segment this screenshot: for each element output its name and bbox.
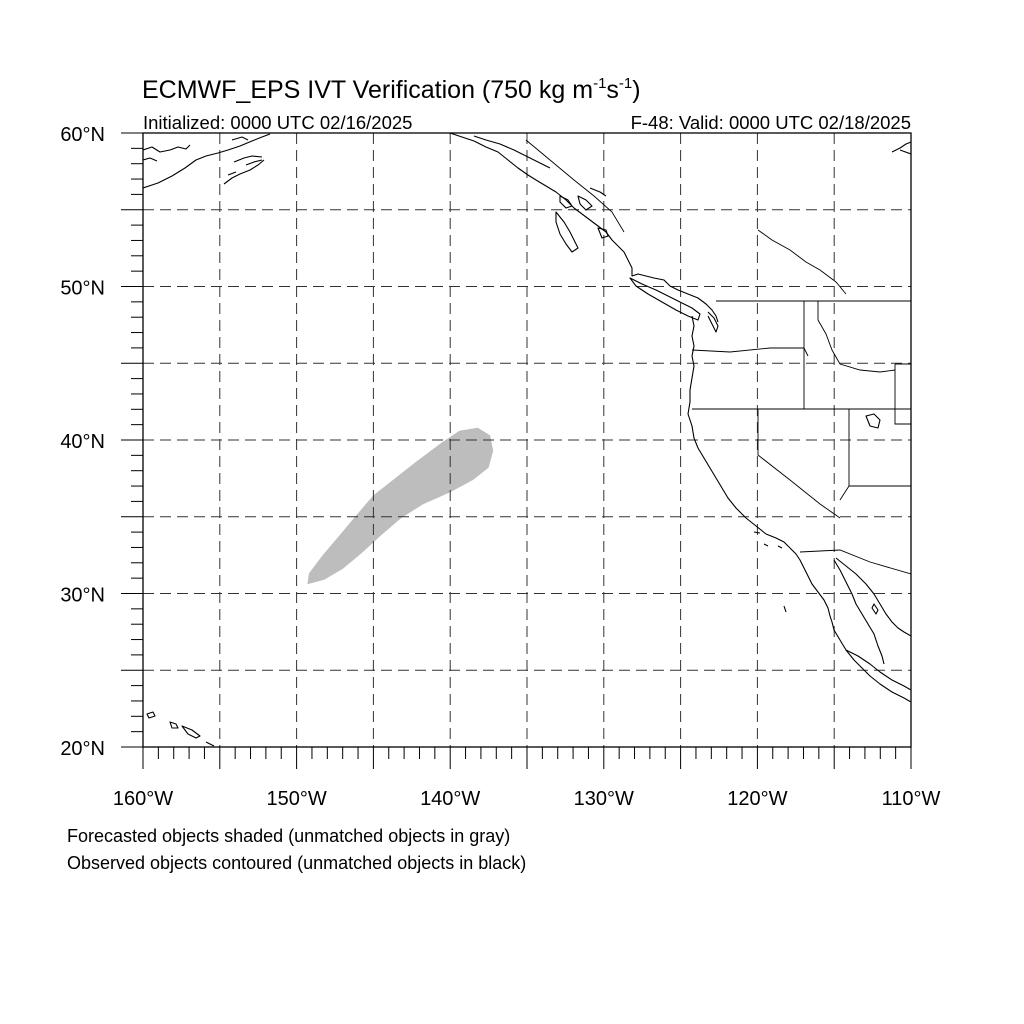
lon-label: 160°W (113, 788, 173, 810)
coastlines (143, 133, 911, 747)
chart-title: ECMWF_EPS IVT Verification (750 kg m-1s-… (142, 75, 641, 104)
longitude-axis-labels: 160°W 150°W 140°W 130°W 120°W 110°W (113, 788, 941, 810)
valid-time-label: F-48: Valid: 0000 UTC 02/18/2025 (631, 112, 911, 133)
political-borders (525, 139, 911, 575)
lon-label: 120°W (727, 788, 787, 810)
lon-label: 150°W (266, 788, 326, 810)
init-time-label: Initialized: 0000 UTC 02/16/2025 (143, 112, 412, 133)
lat-label: 30°N (60, 585, 105, 607)
axis-ticks (121, 132, 912, 769)
lat-label: 50°N (60, 278, 105, 300)
caption-observed: Observed objects contoured (unmatched ob… (67, 853, 526, 873)
forecast-ivt-object (307, 427, 494, 585)
lat-label: 40°N (60, 431, 105, 453)
graticule (143, 133, 911, 747)
lon-label: 140°W (420, 788, 480, 810)
lon-label: 130°W (574, 788, 634, 810)
caption-forecast: Forecasted objects shaded (unmatched obj… (67, 826, 510, 846)
lat-label: 60°N (60, 124, 105, 146)
latitude-axis-labels: 60°N 50°N 40°N 30°N 20°N (60, 124, 105, 760)
lon-label: 110°W (882, 788, 941, 810)
lat-label: 20°N (60, 738, 105, 760)
